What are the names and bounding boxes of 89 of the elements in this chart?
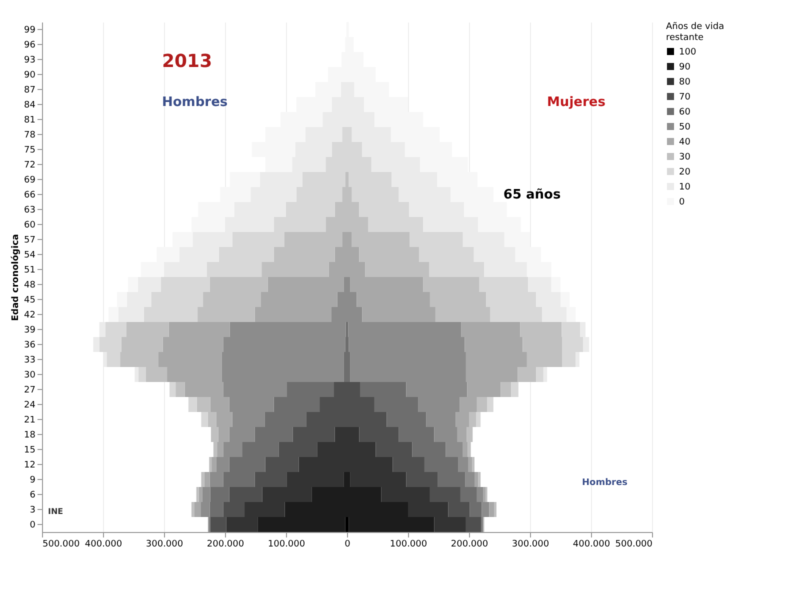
y-tick-label: 57: [24, 236, 36, 246]
legend-label: 90: [679, 62, 691, 72]
bar: [93, 337, 100, 352]
x-tick-label: 500.000: [42, 540, 80, 550]
annotation: 65 años: [503, 188, 561, 202]
legend-title: Años de vida restante: [666, 22, 724, 43]
y-tick-label: 9: [30, 476, 36, 486]
y-tick-label: 48: [24, 280, 36, 290]
bar: [204, 472, 210, 487]
legend-label: 10: [679, 182, 691, 192]
bar: [176, 382, 185, 397]
y-tick-label: 39: [24, 326, 36, 336]
y-tick-label: 90: [24, 70, 36, 80]
bar: [474, 472, 478, 487]
bar: [543, 367, 548, 382]
y-axis-title: Edad cronológica: [10, 234, 22, 321]
annotation: Mujeres: [547, 95, 606, 110]
y-tick-label: 0: [30, 520, 36, 530]
x-tick-label: 300.000: [512, 540, 550, 550]
x-tick-label: 400.000: [572, 540, 610, 550]
y-tick-label: 27: [24, 386, 36, 396]
y-tick-label: 6: [30, 490, 36, 500]
legend-label: 70: [679, 92, 691, 102]
legend-label: 80: [679, 78, 691, 88]
bar: [511, 382, 518, 397]
y-tick-label: 63: [24, 206, 36, 216]
x-tick-label: 200.000: [450, 540, 488, 550]
x-tick-label: 100.000: [268, 540, 306, 550]
bar: [487, 397, 494, 412]
bar: [468, 457, 472, 472]
legend-label: 100: [679, 48, 696, 58]
y-tick-label: 75: [24, 146, 36, 156]
legend-label: 60: [679, 108, 691, 118]
annotation: INE: [48, 507, 64, 516]
legend-label: 50: [679, 122, 691, 132]
annotation: Hombres: [162, 95, 228, 110]
y-tick-label: 51: [24, 266, 36, 276]
y-tick-label: 84: [24, 100, 36, 110]
y-tick-label: 69: [24, 176, 36, 186]
y-tick-label: 45: [24, 296, 36, 306]
y-tick-label: 81: [24, 116, 36, 126]
y-tick-label: 66: [24, 190, 36, 200]
y-tick-label: 21: [24, 416, 36, 426]
bar: [188, 397, 197, 412]
y-tick-label: 54: [24, 250, 36, 260]
y-tick-label: 42: [24, 310, 36, 320]
y-tick-label: 93: [24, 56, 36, 66]
legend-label: 40: [679, 138, 691, 148]
bar: [489, 502, 494, 517]
bar: [576, 352, 580, 367]
bar: [476, 397, 488, 412]
legend-label: 0: [679, 198, 685, 208]
bar: [536, 367, 544, 382]
y-tick-label: 12: [24, 460, 36, 470]
y-tick-label: 72: [24, 160, 36, 170]
y-tick-label: 18: [24, 430, 36, 440]
y-tick-label: 96: [24, 40, 36, 50]
bar: [201, 412, 208, 427]
legend-label: 30: [679, 152, 691, 162]
y-tick-label: 99: [24, 26, 36, 36]
y-tick-label: 60: [24, 220, 36, 230]
bar: [476, 412, 481, 427]
y-tick-label: 15: [24, 446, 36, 456]
x-tick-label: 300.000: [146, 540, 184, 550]
y-tick-label: 36: [24, 340, 36, 350]
x-tick-label: 400.000: [84, 540, 122, 550]
bar: [212, 457, 216, 472]
y-tick-label: 24: [24, 400, 36, 410]
x-tick-label: 200.000: [206, 540, 244, 550]
y-tick-label: 78: [24, 130, 36, 140]
bar: [500, 382, 512, 397]
y-tick-label: 33: [24, 356, 36, 366]
bar: [196, 487, 199, 502]
x-tick-label: 100.000: [390, 540, 428, 550]
bar: [138, 367, 146, 382]
y-tick-label: 30: [24, 370, 36, 380]
y-tick-label: 3: [30, 506, 36, 516]
bar: [134, 367, 138, 382]
annotation: Hombres: [582, 478, 628, 488]
x-tick-label: 0: [344, 540, 351, 550]
bar: [169, 382, 176, 397]
bar: [201, 472, 204, 487]
bar: [191, 502, 194, 517]
bar: [478, 472, 481, 487]
bar: [209, 457, 212, 472]
legend-label: 20: [679, 168, 691, 178]
x-tick-label: 500.000: [615, 540, 653, 550]
text: 2013: [162, 51, 212, 72]
y-tick-label: 87: [24, 86, 36, 96]
